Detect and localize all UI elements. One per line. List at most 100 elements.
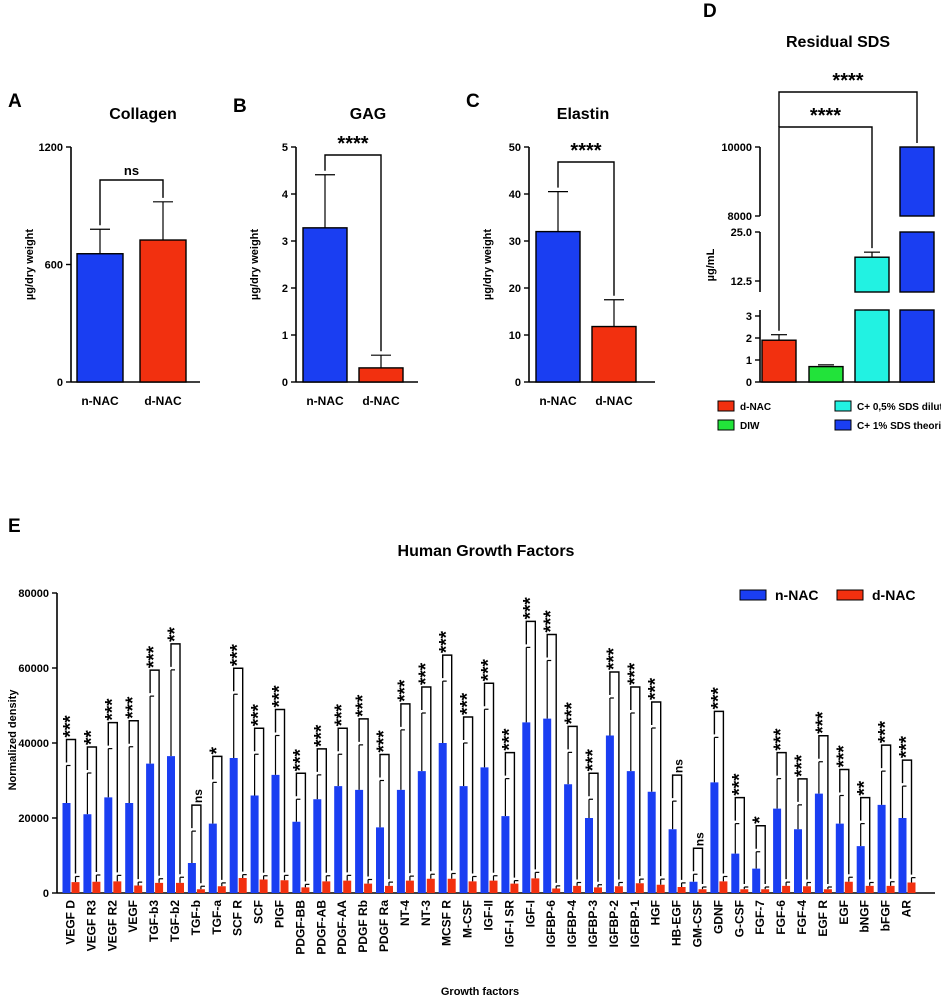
- y-axis-title-e: Normalized density: [7, 689, 19, 791]
- y-tick-label-d: 0: [746, 377, 752, 389]
- chart-title-e: Human Growth Factors: [398, 543, 575, 560]
- significance-label-igfbp-4: ***: [562, 702, 583, 725]
- legend-swatch-d-d-nac: [717, 400, 735, 412]
- significance-bracket-vegf-d: [65, 738, 77, 874]
- significance-bracket-vegf-r2: [107, 721, 118, 873]
- x-tick-label-igfbp-4: IGFBP-4: [565, 900, 579, 948]
- x-tick-label-scf-r: SCF R: [231, 900, 245, 936]
- significance-bracket-g-csf: [734, 796, 745, 884]
- x-tick-label-tgf-b: TGF-b: [189, 900, 203, 935]
- bar-d-nac-ar: [907, 882, 916, 893]
- significance-label-hgf: ***: [646, 677, 667, 700]
- bar-d-nac-pdgf-aa: [343, 880, 352, 893]
- significance-bracket-pdgf-ra: [379, 753, 390, 880]
- bar-n-nac-igfbp-3: [585, 818, 593, 893]
- x-tick-label-igf-ii: IGF-II: [482, 900, 496, 931]
- significance-label-d-2: ****: [832, 70, 863, 92]
- significance-bracket-gdnf: [713, 710, 725, 874]
- significance-bracket-egf-r: [818, 735, 829, 884]
- panel-letter-e: E: [8, 516, 21, 537]
- y-axis-title-d: µg/mL: [705, 248, 717, 281]
- bar-d-nac-m-csf: [468, 881, 477, 893]
- chart-title-d: Residual SDS: [786, 34, 890, 51]
- bar-d-nac-igfbp-1: [635, 883, 644, 893]
- bar-a-d-nac: [139, 239, 187, 383]
- bar-n-nac-gdnf: [710, 782, 719, 893]
- y-tick-label-c: 20: [509, 283, 521, 295]
- x-tick-label-vegf-r3: VEGF R3: [84, 900, 98, 952]
- residual-sds-chart: Residual SDS 0 1 2 3 12.5 25.0 8000 10000 µg/mL **…: [705, 34, 941, 432]
- x-tick-label-pdgf-rb: PDGF Rb: [356, 900, 370, 953]
- x-axis-title-e: Growth factors: [441, 986, 519, 998]
- bar-d-nac-igfbp-3: [594, 887, 602, 893]
- bar-n-nac-nt-3: [417, 771, 426, 893]
- bar-n-nac-bfgf: [877, 804, 886, 893]
- x-tick-label-tgf-b2: TGF-b2: [168, 900, 182, 942]
- x-tick-label-ar: AR: [900, 900, 914, 918]
- bar-d-nac-tgf-b2: [176, 882, 184, 893]
- significance-bracket-scf-r: [233, 667, 244, 872]
- bar-d-nac-tgf-b: [196, 889, 205, 893]
- x-tick-label-igf-i: IGF-I: [523, 900, 537, 927]
- panel-letter-c: C: [466, 91, 480, 112]
- significance-label-mcsf-r: ***: [437, 630, 458, 653]
- bar-n-nac-hgf: [647, 791, 656, 893]
- y-tick-label-e: 0: [43, 888, 49, 900]
- significance-bracket-igf-i-sr: [504, 751, 516, 878]
- significance-bracket-nt-4: [400, 703, 411, 874]
- bar-d-nac-egf: [844, 881, 853, 893]
- y-tick-label-b: 3: [282, 236, 288, 248]
- bar-n-nac-igfbp-1: [626, 771, 635, 893]
- y-tick-label-c: 40: [509, 189, 521, 201]
- significance-label-tgf-a: *: [207, 746, 228, 754]
- bar-n-nac-m-csf: [459, 786, 468, 893]
- bar-n-nac-vegf-d: [62, 803, 71, 893]
- chart-title-c: Elastin: [557, 106, 609, 123]
- bar-d-d-nac: [761, 339, 797, 383]
- significance-label-fgf-7: *: [750, 816, 771, 824]
- bar-d-nac-bfgf: [886, 885, 895, 893]
- y-tick-label-d: 3: [746, 311, 752, 323]
- bar-d-nac-vegf: [134, 885, 143, 893]
- bar-d-nac-nt-3: [426, 878, 435, 893]
- significance-bracket-pdgf-ab: [316, 748, 327, 873]
- y-tick-label-b: 4: [282, 189, 289, 201]
- x-tick-label-igfbp-6: IGFBP-6: [544, 900, 558, 948]
- significance-label-vegf-r2: ***: [102, 698, 123, 721]
- y-tick-label-d: 2: [746, 333, 752, 345]
- bar-d-nac-hgf: [656, 884, 665, 893]
- legend-swatch-d-nac: [836, 589, 864, 601]
- bar-a-n-nac: [76, 253, 124, 383]
- x-tick-label-nt-4: NT-4: [398, 900, 412, 926]
- bar-n-nac-vegf-r2: [104, 797, 113, 893]
- x-tick-label-scf: SCF: [252, 900, 266, 924]
- bar-d-nac-igf-i-sr: [510, 883, 519, 893]
- significance-label-d-1: ****: [810, 105, 841, 127]
- y-tick-label-c: 50: [509, 142, 521, 154]
- y-tick-label-d: 8000: [728, 211, 752, 223]
- bar-n-nac-pigf: [271, 774, 280, 893]
- x-tick-label-pdgf-bb: PDGF-BB: [293, 900, 307, 955]
- significance-bracket-mcsf-r: [442, 654, 453, 871]
- significance-bracket-igf-i: [525, 620, 536, 870]
- y-tick-label-b: 5: [282, 142, 288, 154]
- bar-d-diw: [808, 365, 844, 383]
- legend-label-n-nac: n-NAC: [775, 587, 819, 603]
- bar-n-nac-scf-r: [229, 758, 238, 893]
- y-axis-title-b: µg/dry weight: [249, 229, 261, 300]
- x-tick-label-m-csf: M-CSF: [461, 900, 475, 938]
- bar-n-nac-vegf: [125, 803, 134, 893]
- bar-n-nac-fgf-7: [752, 868, 761, 893]
- significance-label-bngf: **: [855, 780, 876, 795]
- significance-label-bfgf: ***: [876, 720, 897, 743]
- bar-n-nac-igfbp-2: [605, 735, 614, 893]
- chart-title-a: Collagen: [109, 106, 177, 123]
- significance-label-pdgf-ab: ***: [311, 724, 332, 747]
- bar-n-nac-igf-i: [522, 722, 531, 893]
- bar-b-d-nac: [358, 367, 404, 383]
- x-tick-label-tgf-a: TGF-a: [210, 900, 224, 935]
- bar-n-nac-tgf-b3: [146, 763, 155, 893]
- significance-bracket-bfgf: [880, 744, 892, 879]
- bar-n-nac-bngf: [856, 846, 865, 893]
- significance-label-hb-egf: ns: [672, 759, 686, 773]
